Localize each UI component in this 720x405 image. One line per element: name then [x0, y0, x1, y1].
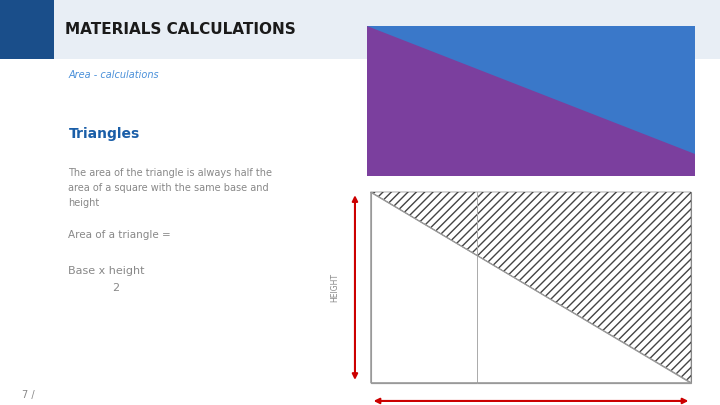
Text: HEIGHT: HEIGHT: [330, 273, 339, 302]
Text: Base x height: Base x height: [68, 266, 145, 276]
Text: 2: 2: [112, 283, 119, 292]
Polygon shape: [367, 26, 695, 154]
Text: 7 /: 7 /: [22, 390, 35, 400]
Polygon shape: [371, 192, 691, 383]
Text: MATERIALS CALCULATIONS: MATERIALS CALCULATIONS: [65, 22, 295, 37]
Text: Area of a triangle =: Area of a triangle =: [68, 230, 171, 240]
Bar: [367, 26, 695, 176]
Polygon shape: [371, 192, 691, 383]
Text: Triangles: Triangles: [68, 127, 140, 141]
Bar: [0, 0, 720, 59]
Text: The area of the triangle is always half the
area of a square with the same base : The area of the triangle is always half …: [68, 168, 272, 208]
Polygon shape: [0, 0, 54, 59]
Bar: [0, 0, 54, 59]
Bar: [371, 192, 691, 383]
Text: Area - calculations: Area - calculations: [68, 70, 159, 80]
